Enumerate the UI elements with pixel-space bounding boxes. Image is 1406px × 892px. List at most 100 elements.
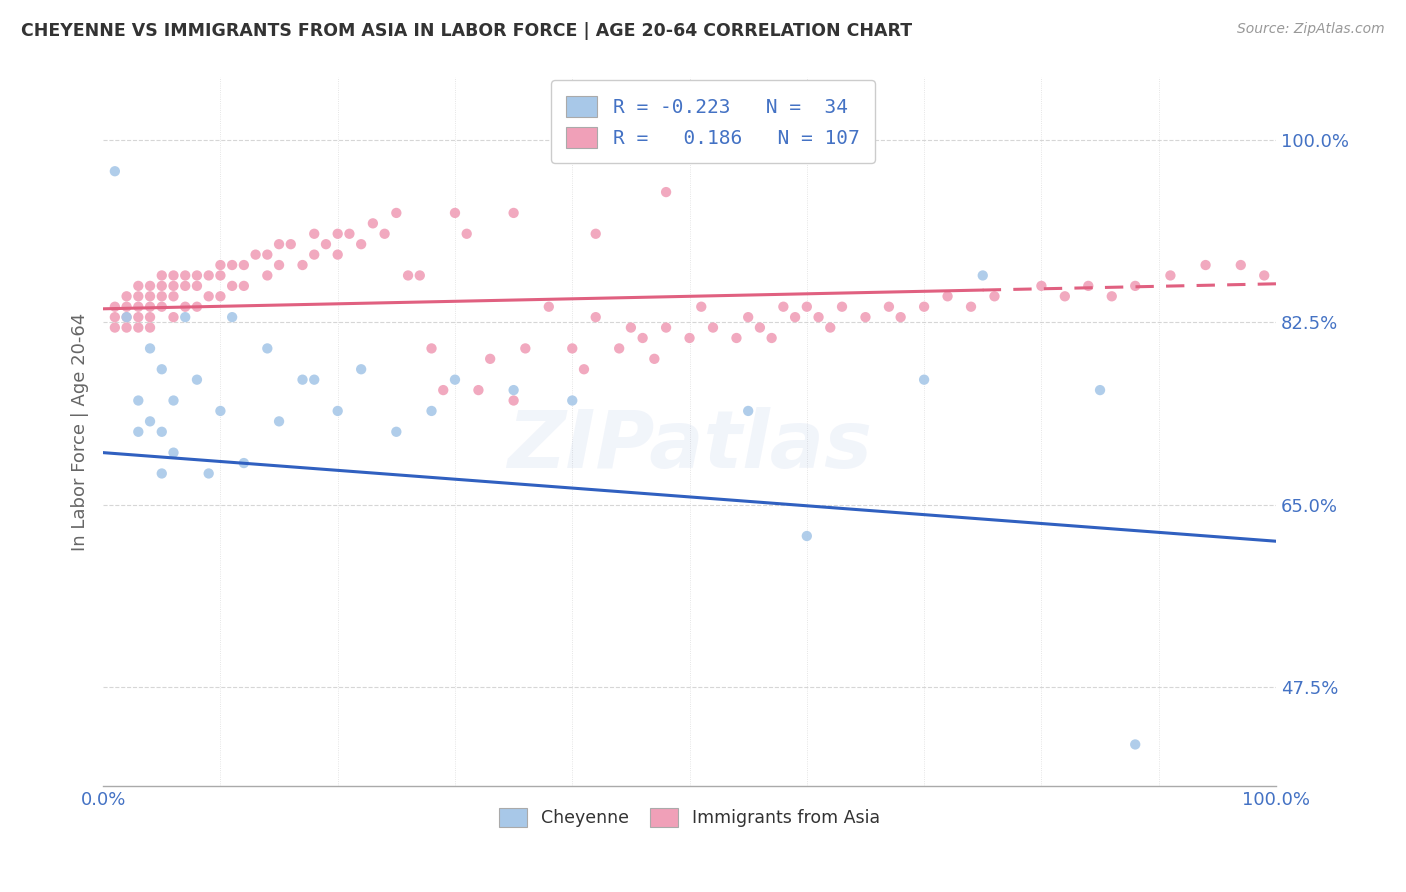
- Point: [983, 289, 1005, 303]
- Point: [1194, 258, 1216, 272]
- Point: [936, 289, 959, 303]
- Point: [339, 227, 361, 241]
- Point: [150, 362, 173, 376]
- Point: [139, 300, 162, 314]
- Point: [912, 300, 935, 314]
- Point: [127, 289, 149, 303]
- Point: [127, 425, 149, 439]
- Point: [245, 247, 267, 261]
- Point: [761, 331, 783, 345]
- Point: [396, 268, 419, 283]
- Point: [737, 310, 759, 325]
- Point: [150, 278, 173, 293]
- Point: [302, 227, 325, 241]
- Point: [643, 351, 665, 366]
- Point: [796, 300, 818, 314]
- Point: [456, 227, 478, 241]
- Point: [221, 278, 243, 293]
- Point: [302, 373, 325, 387]
- Point: [232, 278, 254, 293]
- Point: [221, 258, 243, 272]
- Point: [139, 342, 162, 356]
- Point: [420, 404, 443, 418]
- Point: [479, 351, 502, 366]
- Point: [302, 247, 325, 261]
- Point: [174, 268, 197, 283]
- Point: [150, 425, 173, 439]
- Point: [561, 393, 583, 408]
- Point: [127, 278, 149, 293]
- Point: [1053, 289, 1076, 303]
- Point: [104, 164, 127, 178]
- Point: [209, 268, 232, 283]
- Point: [502, 393, 524, 408]
- Point: [104, 320, 127, 334]
- Point: [232, 258, 254, 272]
- Point: [150, 467, 173, 481]
- Point: [467, 383, 489, 397]
- Point: [186, 268, 208, 283]
- Point: [150, 289, 173, 303]
- Point: [1123, 738, 1146, 752]
- Point: [350, 237, 373, 252]
- Point: [267, 237, 290, 252]
- Point: [115, 320, 138, 334]
- Point: [127, 300, 149, 314]
- Point: [139, 289, 162, 303]
- Point: [350, 362, 373, 376]
- Point: [280, 237, 302, 252]
- Point: [139, 320, 162, 334]
- Point: [209, 289, 232, 303]
- Point: [139, 310, 162, 325]
- Point: [702, 320, 724, 334]
- Point: [127, 320, 149, 334]
- Point: [174, 278, 197, 293]
- Point: [162, 393, 184, 408]
- Point: [139, 414, 162, 428]
- Point: [725, 331, 748, 345]
- Point: [162, 268, 184, 283]
- Point: [256, 247, 278, 261]
- Point: [796, 529, 818, 543]
- Point: [150, 268, 173, 283]
- Point: [385, 425, 408, 439]
- Text: ZIPatlas: ZIPatlas: [508, 407, 872, 485]
- Point: [620, 320, 643, 334]
- Point: [326, 227, 349, 241]
- Point: [315, 237, 337, 252]
- Point: [326, 404, 349, 418]
- Point: [607, 342, 630, 356]
- Point: [877, 300, 900, 314]
- Point: [420, 342, 443, 356]
- Point: [655, 185, 678, 199]
- Point: [197, 268, 219, 283]
- Point: [1159, 268, 1181, 283]
- Point: [374, 227, 396, 241]
- Point: [444, 373, 467, 387]
- Point: [1077, 278, 1099, 293]
- Point: [807, 310, 830, 325]
- Point: [256, 268, 278, 283]
- Point: [502, 206, 524, 220]
- Point: [561, 342, 583, 356]
- Point: [444, 206, 467, 220]
- Point: [1088, 383, 1111, 397]
- Point: [820, 320, 842, 334]
- Point: [139, 278, 162, 293]
- Point: [174, 310, 197, 325]
- Point: [890, 310, 912, 325]
- Point: [432, 383, 454, 397]
- Point: [385, 206, 408, 220]
- Point: [361, 216, 384, 230]
- Point: [104, 310, 127, 325]
- Point: [572, 362, 595, 376]
- Point: [291, 373, 314, 387]
- Point: [209, 404, 232, 418]
- Point: [186, 373, 208, 387]
- Legend: Cheyenne, Immigrants from Asia: Cheyenne, Immigrants from Asia: [492, 801, 887, 834]
- Text: Source: ZipAtlas.com: Source: ZipAtlas.com: [1237, 22, 1385, 37]
- Point: [912, 373, 935, 387]
- Point: [748, 320, 770, 334]
- Point: [585, 227, 607, 241]
- Point: [690, 300, 713, 314]
